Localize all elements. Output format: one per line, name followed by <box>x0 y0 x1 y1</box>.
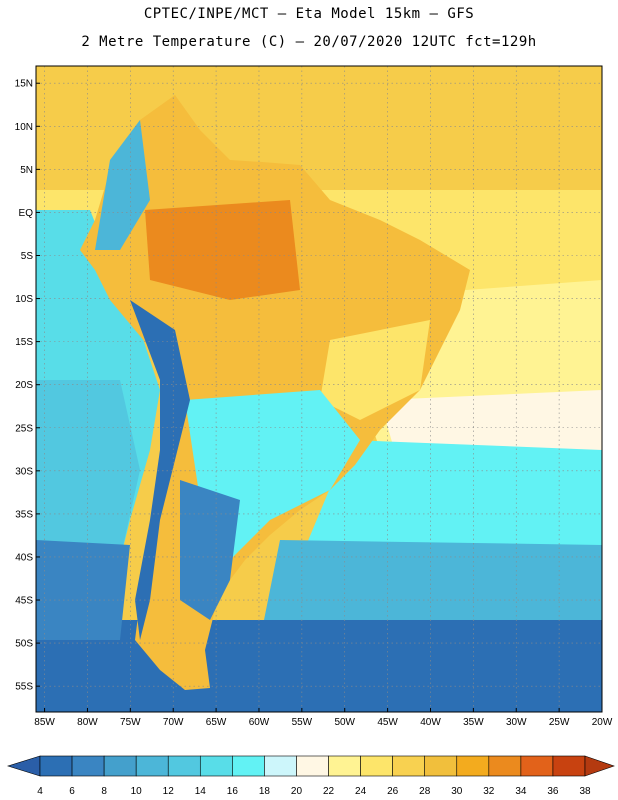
chart-title: CPTEC/INPE/MCT — Eta Model 15km — GFS <box>143 6 475 22</box>
colorbar-label: 16 <box>227 786 239 797</box>
colorbar-swatch <box>232 755 265 777</box>
colorbar-swatch <box>167 755 201 777</box>
colorbar-swatch <box>135 755 169 777</box>
lon-tick-label: 20W <box>592 717 613 728</box>
colorbar-label: 10 <box>131 786 143 797</box>
colorbar-label: 28 <box>419 786 431 797</box>
colorbar: 4 6 8 10 12 14 16 18 20 22 24 26 28 30 32 34 36 38 <box>6 755 615 797</box>
patagonia-cold <box>180 480 240 620</box>
brazil-highlands-mild <box>320 320 430 420</box>
longitude-labels: 85W 80W 75W 70W 65W 60W 55W 50W 45W 40W 35W 30W 25W 2… <box>34 708 613 728</box>
colorbar-label: 18 <box>259 786 271 797</box>
lat-tick-label: EQ <box>19 208 34 219</box>
lon-tick-label: 70W <box>163 717 184 728</box>
lat-tick-label: 45S <box>15 596 33 607</box>
lon-tick-label: 35W <box>463 717 484 728</box>
lat-tick-label: 35S <box>15 509 33 520</box>
colorbar-label: 26 <box>387 786 399 797</box>
colorbar-swatch <box>264 755 297 777</box>
colorbar-swatch <box>328 755 361 777</box>
colorbar-swatch <box>456 755 490 777</box>
lon-tick-label: 75W <box>120 717 141 728</box>
colorbar-swatch <box>103 755 137 777</box>
amazon-hot-region <box>145 200 300 300</box>
lat-tick-label: 10S <box>15 294 33 305</box>
colorbar-swatch <box>39 755 73 777</box>
south-atlantic-cool-band <box>300 440 602 560</box>
colorbar-label: 8 <box>101 786 107 797</box>
colorbar-high-arrow <box>584 755 615 777</box>
lon-tick-label: 45W <box>377 717 398 728</box>
colorbar-swatch <box>552 755 586 777</box>
colorbar-label: 36 <box>547 786 559 797</box>
colorbar-label: 22 <box>323 786 335 797</box>
lon-tick-label: 85W <box>34 717 55 728</box>
colorbar-swatch <box>296 755 329 777</box>
temperature-field <box>36 66 602 712</box>
lon-tick-label: 80W <box>77 717 98 728</box>
pacific-mid-band <box>36 380 140 560</box>
northern-andes-cold <box>95 120 150 250</box>
colorbar-swatch <box>424 755 458 777</box>
colorbar-low-arrow <box>6 755 41 777</box>
lon-tick-label: 40W <box>420 717 441 728</box>
colorbar-label: 24 <box>355 786 367 797</box>
lon-tick-label: 60W <box>249 717 270 728</box>
colorbar-label: 34 <box>515 786 527 797</box>
lat-tick-label: 25S <box>15 423 33 434</box>
lat-tick-label: 40S <box>15 552 33 563</box>
lat-tick-label: 15S <box>15 337 33 348</box>
colorbar-swatch <box>360 755 393 777</box>
colorbar-label: 12 <box>163 786 175 797</box>
lat-tick-label: 10N <box>15 122 33 133</box>
colorbar-label: 14 <box>195 786 207 797</box>
colorbar-label: 30 <box>451 786 463 797</box>
pacific-cold-band <box>36 540 130 640</box>
lat-tick-label: 20S <box>15 380 33 391</box>
colorbar-label: 20 <box>291 786 303 797</box>
colorbar-swatch <box>199 755 233 777</box>
southern-ocean-band <box>36 620 602 712</box>
colorbar-swatch <box>520 755 554 777</box>
colorbar-label: 6 <box>69 786 75 797</box>
colorbar-label: 4 <box>37 786 43 797</box>
colorbar-swatch <box>71 755 105 777</box>
lon-tick-label: 55W <box>292 717 313 728</box>
lon-tick-label: 50W <box>334 717 355 728</box>
latitude-labels: 15N 10N 5N EQ 5S 10S 15S 20S 25S 30S 35S 40S 45S 50S 5… <box>15 79 40 693</box>
colorbar-swatch <box>488 755 522 777</box>
lat-tick-label: 5S <box>21 251 34 262</box>
lon-tick-label: 65W <box>206 717 227 728</box>
lat-tick-label: 50S <box>15 639 33 650</box>
colorbar-label: 38 <box>579 786 591 797</box>
lat-tick-label: 30S <box>15 466 33 477</box>
map-frame <box>35 65 603 713</box>
lat-tick-label: 55S <box>15 682 33 693</box>
lat-tick-label: 15N <box>15 79 33 90</box>
lon-tick-label: 30W <box>506 717 527 728</box>
lon-tick-label: 25W <box>549 717 570 728</box>
chart-subtitle: 2 Metre Temperature (C) — 20/07/2020 12U… <box>81 34 537 50</box>
lat-tick-label: 5N <box>20 165 33 176</box>
southern-andes-cold <box>130 300 190 640</box>
colorbar-label: 32 <box>483 786 495 797</box>
colorbar-swatch <box>392 755 426 777</box>
